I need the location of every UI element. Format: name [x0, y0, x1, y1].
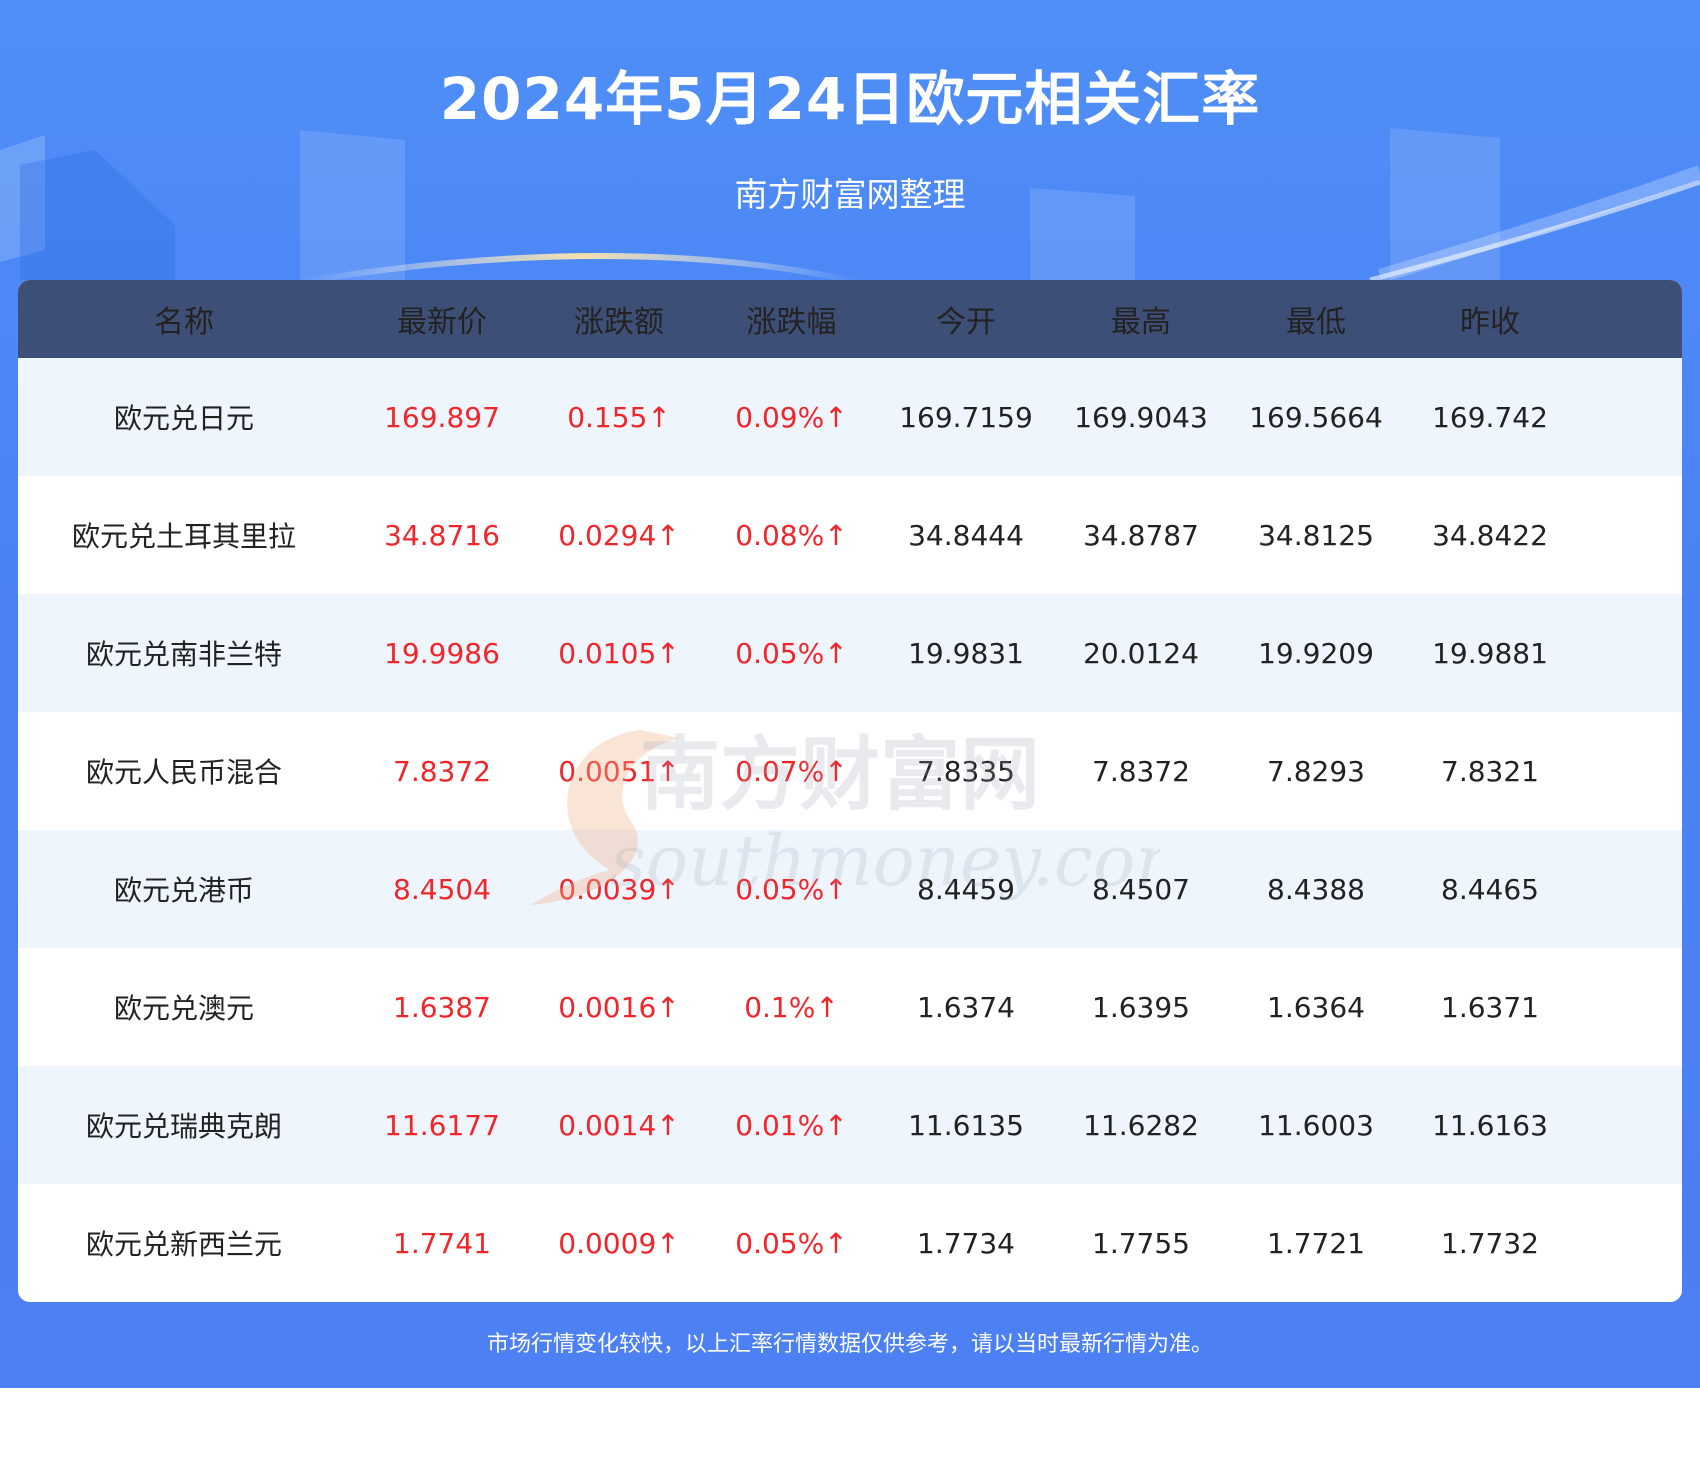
header-name: 名称 — [154, 305, 214, 340]
change-amount: 0.0105↑ — [558, 636, 680, 670]
change-amount: 0.0039↑ — [558, 872, 680, 906]
open-price: 19.9831 — [908, 636, 1024, 670]
page-title: 2024年5月24日欧元相关汇率 — [439, 65, 1261, 133]
table-row: 欧元人民币混合 7.8372 0.0051↑ 0.07%↑ 7.8335 7.8… — [18, 712, 1682, 830]
header-high: 最高 — [1111, 305, 1171, 340]
prev-close: 7.8321 — [1441, 754, 1539, 788]
low-price: 7.8293 — [1267, 754, 1365, 788]
open-price: 169.7159 — [899, 400, 1033, 434]
prev-close: 8.4465 — [1441, 872, 1539, 906]
banner-decoration — [0, 128, 1700, 285]
pair-name: 欧元兑土耳其里拉 — [71, 520, 296, 553]
change-percent: 0.05%↑ — [735, 1226, 848, 1260]
disclaimer-footer: 市场行情变化较快，以上汇率行情数据仅供参考，请以当时最新行情为准。 — [486, 1332, 1213, 1357]
change-amount: 0.0051↑ — [558, 754, 680, 788]
high-price: 8.4507 — [1092, 872, 1190, 906]
latest-price: 19.9986 — [384, 636, 500, 670]
change-amount: 0.0016↑ — [558, 990, 680, 1024]
table-row: 欧元兑澳元 1.6387 0.0016↑ 0.1%↑ 1.6374 1.6395… — [18, 948, 1682, 1066]
open-price: 8.4459 — [917, 872, 1015, 906]
change-amount: 0.155↑ — [567, 400, 671, 434]
pair-name: 欧元兑瑞典克朗 — [85, 1110, 282, 1143]
latest-price: 1.6387 — [393, 990, 491, 1024]
low-price: 34.8125 — [1258, 518, 1374, 552]
table-header: 名称 最新价 涨跌额 涨跌幅 今开 最高 最低 昨收 — [18, 280, 1682, 358]
high-price: 169.9043 — [1074, 400, 1208, 434]
low-price: 8.4388 — [1267, 872, 1365, 906]
change-amount: 0.0294↑ — [558, 518, 680, 552]
prev-close: 169.742 — [1432, 400, 1548, 434]
change-amount: 0.0009↑ — [558, 1226, 680, 1260]
prev-close: 1.6371 — [1441, 990, 1539, 1024]
latest-price: 1.7741 — [393, 1226, 491, 1260]
open-price: 34.8444 — [908, 518, 1024, 552]
change-percent: 0.05%↑ — [735, 872, 848, 906]
pair-name: 欧元兑日元 — [113, 402, 254, 435]
change-percent: 0.09%↑ — [735, 400, 848, 434]
change-percent: 0.01%↑ — [735, 1108, 848, 1142]
high-price: 11.6282 — [1083, 1108, 1199, 1142]
table-row: 欧元兑港币 8.4504 0.0039↑ 0.05%↑ 8.4459 8.450… — [18, 830, 1682, 948]
banner-background: 2024年5月24日欧元相关汇率 南方财富网整理 名称 最新价 涨跌额 涨跌幅 … — [0, 0, 1700, 1388]
change-percent: 0.1%↑ — [744, 990, 839, 1024]
low-price: 1.6364 — [1267, 990, 1365, 1024]
header-change-percent: 涨跌幅 — [746, 305, 837, 340]
change-percent: 0.07%↑ — [735, 754, 848, 788]
latest-price: 11.6177 — [384, 1108, 500, 1142]
high-price: 7.8372 — [1092, 754, 1190, 788]
latest-price: 8.4504 — [393, 872, 491, 906]
open-price: 7.8335 — [917, 754, 1015, 788]
table-row: 欧元兑南非兰特 19.9986 0.0105↑ 0.05%↑ 19.9831 2… — [18, 594, 1682, 712]
low-price: 169.5664 — [1249, 400, 1383, 434]
prev-close: 1.7732 — [1441, 1226, 1539, 1260]
table-row: 欧元兑日元 169.897 0.155↑ 0.09%↑ 169.7159 169… — [18, 358, 1682, 476]
header-open: 今开 — [936, 305, 996, 340]
pair-name: 欧元兑港币 — [113, 874, 254, 907]
open-price: 1.6374 — [917, 990, 1015, 1024]
table-row: 欧元兑新西兰元 1.7741 0.0009↑ 0.05%↑ 1.7734 1.7… — [18, 1184, 1682, 1302]
pair-name: 欧元兑新西兰元 — [85, 1228, 282, 1261]
pair-name: 欧元兑澳元 — [113, 992, 254, 1025]
header-latest-price: 最新价 — [397, 305, 487, 340]
latest-price: 169.897 — [384, 400, 500, 434]
pair-name: 欧元兑南非兰特 — [85, 638, 282, 671]
prev-close: 19.9881 — [1432, 636, 1548, 670]
low-price: 11.6003 — [1258, 1108, 1374, 1142]
change-amount: 0.0014↑ — [558, 1108, 680, 1142]
table-row: 欧元兑土耳其里拉 34.8716 0.0294↑ 0.08%↑ 34.8444 … — [18, 476, 1682, 594]
high-price: 1.7755 — [1092, 1226, 1190, 1260]
header-prev-close: 昨收 — [1460, 305, 1520, 340]
pair-name: 欧元人民币混合 — [85, 756, 282, 789]
prev-close: 11.6163 — [1432, 1108, 1548, 1142]
change-percent: 0.08%↑ — [735, 518, 848, 552]
change-percent: 0.05%↑ — [735, 636, 848, 670]
prev-close: 34.8422 — [1432, 518, 1548, 552]
high-price: 20.0124 — [1083, 636, 1199, 670]
high-price: 1.6395 — [1092, 990, 1190, 1024]
header-low: 最低 — [1286, 305, 1346, 340]
latest-price: 34.8716 — [384, 518, 500, 552]
low-price: 1.7721 — [1267, 1226, 1365, 1260]
header-change-amount: 涨跌额 — [574, 305, 664, 340]
page-subtitle: 南方财富网整理 — [734, 175, 966, 214]
open-price: 1.7734 — [917, 1226, 1015, 1260]
exchange-rate-table: 名称 最新价 涨跌额 涨跌幅 今开 最高 最低 昨收 欧元兑日元 169.897… — [18, 280, 1682, 1302]
high-price: 34.8787 — [1083, 518, 1199, 552]
open-price: 11.6135 — [908, 1108, 1024, 1142]
table-row: 欧元兑瑞典克朗 11.6177 0.0014↑ 0.01%↑ 11.6135 1… — [18, 1066, 1682, 1184]
low-price: 19.9209 — [1258, 636, 1374, 670]
latest-price: 7.8372 — [393, 754, 491, 788]
